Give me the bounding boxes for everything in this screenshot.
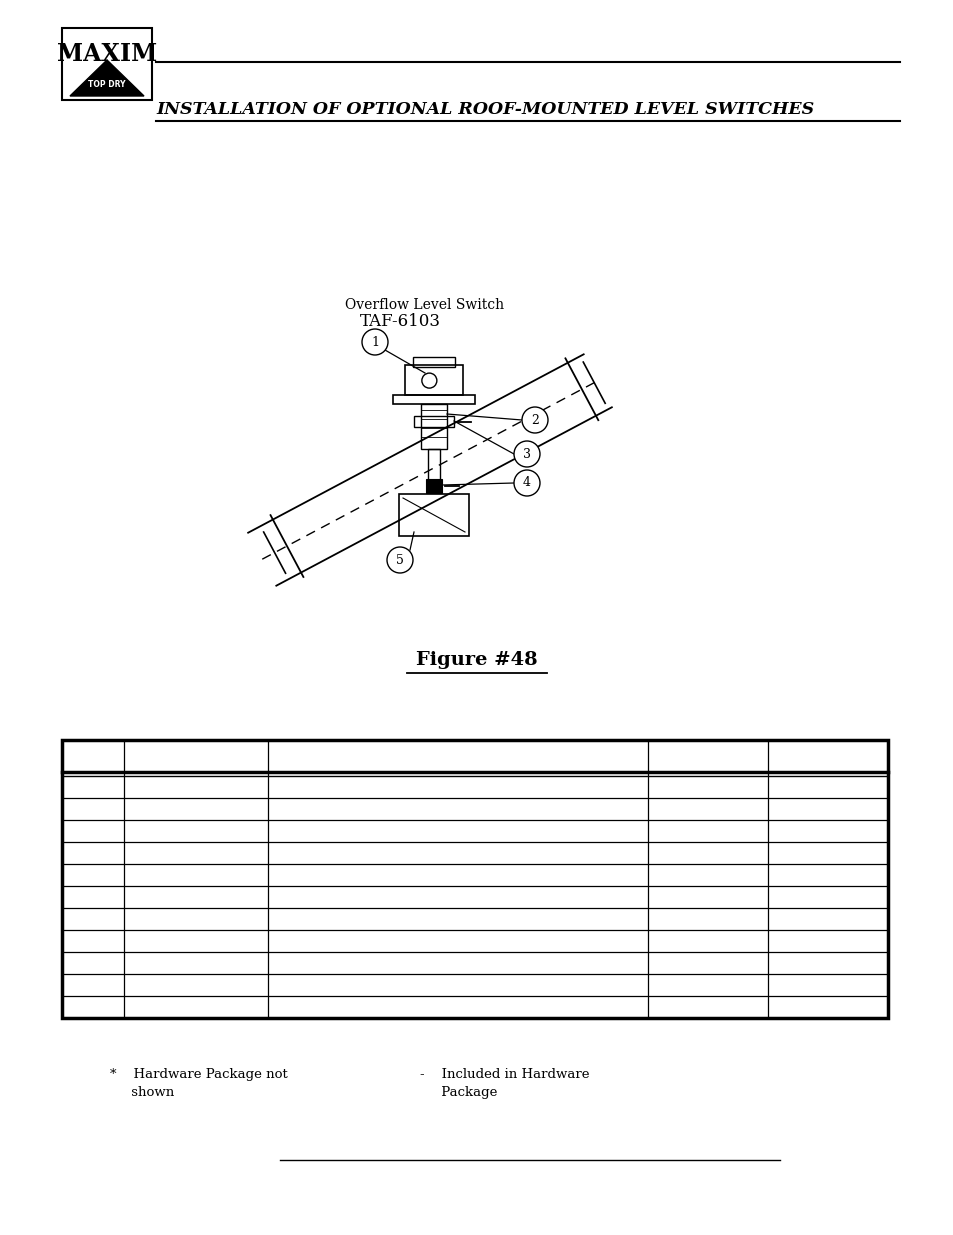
Bar [413, 357, 455, 367]
Text: Figure #48: Figure #48 [416, 651, 537, 669]
Circle shape [361, 329, 388, 354]
Circle shape [514, 471, 539, 496]
Circle shape [514, 441, 539, 467]
Text: TOP DRY: TOP DRY [89, 79, 126, 89]
Bar [420, 404, 447, 450]
Bar [62, 28, 152, 100]
Text: 5: 5 [395, 553, 403, 567]
Bar [405, 366, 462, 395]
Text: -    Included in Hardware: - Included in Hardware [419, 1068, 589, 1081]
Bar [398, 494, 469, 536]
Text: Overflow Level Switch: Overflow Level Switch [345, 298, 503, 312]
Bar [428, 450, 439, 492]
Text: 4: 4 [522, 477, 531, 489]
Circle shape [387, 547, 413, 573]
Bar [426, 479, 441, 493]
Text: *    Hardware Package not: * Hardware Package not [110, 1068, 288, 1081]
Text: INSTALLATION OF OPTIONAL ROOF-MOUNTED LEVEL SWITCHES: INSTALLATION OF OPTIONAL ROOF-MOUNTED LE… [156, 101, 813, 119]
Text: 1: 1 [371, 336, 378, 348]
Text: Package: Package [419, 1086, 497, 1099]
Bar [414, 416, 454, 427]
Polygon shape [70, 61, 144, 96]
Bar [393, 395, 475, 404]
Text: TAF-6103: TAF-6103 [359, 314, 440, 331]
Text: 2: 2 [531, 414, 538, 426]
Bar [62, 740, 887, 1018]
Text: shown: shown [110, 1086, 174, 1099]
Text: MAXIM: MAXIM [57, 42, 157, 65]
Circle shape [521, 408, 547, 433]
Text: 3: 3 [522, 447, 531, 461]
